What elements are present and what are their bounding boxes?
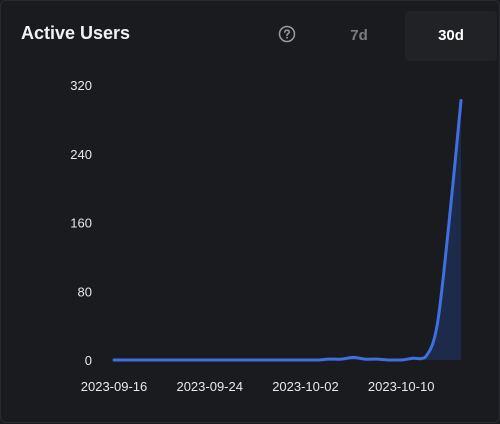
series-line <box>112 98 463 362</box>
y-tick-label: 160 <box>70 216 92 231</box>
series-area <box>114 100 461 360</box>
x-tick-label: 2023-09-16 <box>81 379 148 394</box>
tab-30d[interactable]: 30d <box>405 11 497 61</box>
y-tick-label: 80 <box>78 284 92 299</box>
y-tick-label: 320 <box>70 78 92 93</box>
card-title: Active Users <box>21 23 131 43</box>
y-tick-label: 0 <box>85 353 92 368</box>
tab-7d[interactable]: 7d <box>350 27 368 44</box>
x-tick-label: 2023-10-10 <box>368 379 435 394</box>
x-tick-label: 2023-10-02 <box>272 379 339 394</box>
y-tick-label: 240 <box>70 147 92 162</box>
x-tick-label: 2023-09-24 <box>176 379 243 394</box>
question-circle-icon[interactable] <box>278 25 296 43</box>
